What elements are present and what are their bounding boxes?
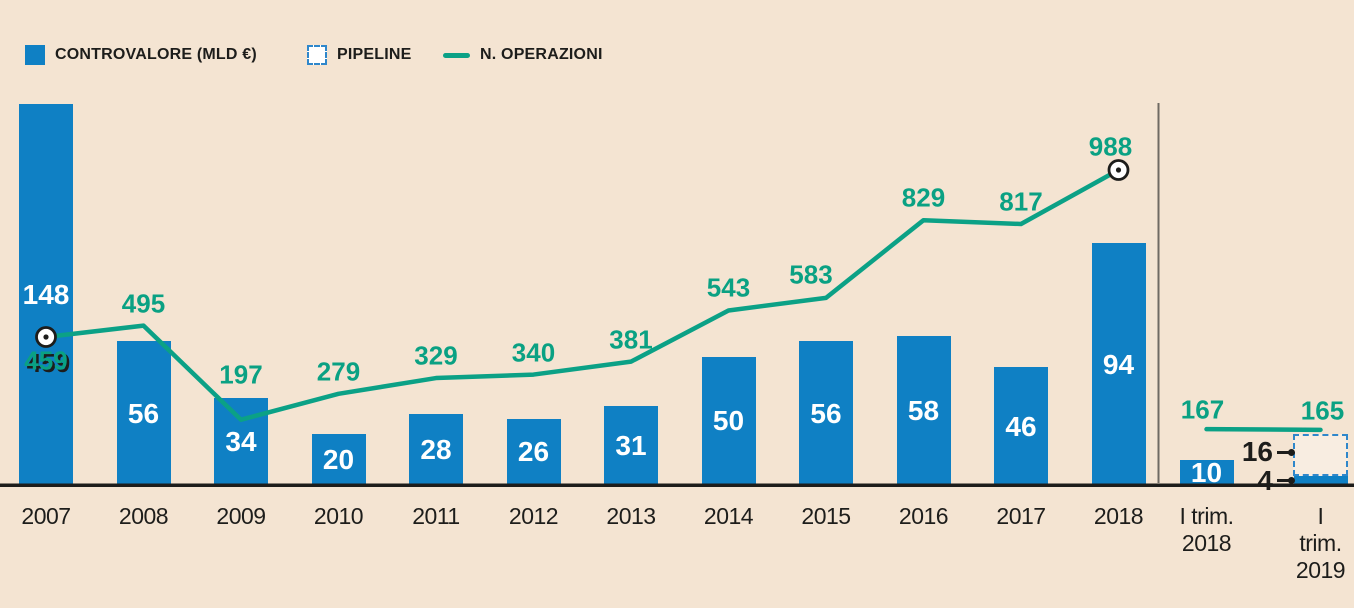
operations-value-label: 167 xyxy=(1180,394,1225,425)
bar-value-label: 94 xyxy=(1102,348,1135,380)
callout-leader-line xyxy=(1277,450,1289,454)
bar-value-label: 50 xyxy=(712,405,745,437)
axis-label-2007: 2007 xyxy=(21,503,71,529)
bar-value-label: 148 xyxy=(22,278,70,310)
axis-label-2008: 2008 xyxy=(118,503,169,529)
bar-2014 xyxy=(701,356,756,486)
operations-value-label: 988 xyxy=(1088,131,1133,162)
x-axis-line xyxy=(0,483,1354,487)
bar-value-label: 20 xyxy=(322,444,355,476)
operations-value-label: 279 xyxy=(316,356,361,387)
bar-value-label: 56 xyxy=(127,397,160,429)
legend-label-operazioni: N. OPERAZIONI xyxy=(480,46,603,63)
axis-label-2016: 2016 xyxy=(898,503,949,529)
bar-value-label: 10 xyxy=(1190,457,1223,489)
callout-leader-line xyxy=(1277,479,1289,483)
operations-line-annual xyxy=(43,167,1121,422)
operations-value-label: 817 xyxy=(999,186,1043,217)
bar-value-label: 56 xyxy=(810,397,842,429)
axis-label-2012: 2012 xyxy=(508,503,559,529)
operations-point-marker-dot xyxy=(1115,167,1122,173)
axis-label-2017: 2017 xyxy=(996,503,1046,529)
bar-2012 xyxy=(506,418,561,486)
legend-item-controvalore: CONTROVALORE (MLD €) xyxy=(25,44,257,66)
operations-value-label: 495 xyxy=(121,288,166,319)
axis-label-I-trim.-2018: I trim. 2018 xyxy=(1179,503,1235,556)
axis-label-I-trim.-2019: I trim. 2019 xyxy=(1295,503,1346,583)
legend-label-pipeline: PIPELINE xyxy=(337,46,412,63)
axis-label-2011: 2011 xyxy=(412,503,460,529)
bar-2018 xyxy=(1091,243,1146,486)
callout-label: 4 xyxy=(1257,464,1273,496)
operations-value-label: 381 xyxy=(609,324,653,355)
axis-label-2018: 2018 xyxy=(1093,503,1144,529)
bar-2010 xyxy=(311,434,366,486)
operations-value-label: 543 xyxy=(706,272,751,303)
operations-value-label: 165 xyxy=(1300,395,1345,426)
operations-value-label: 329 xyxy=(414,340,458,371)
bar-2013 xyxy=(604,405,658,486)
legend-label-controvalore: CONTROVALORE (MLD €) xyxy=(55,46,257,63)
axis-label-2015: 2015 xyxy=(801,503,851,529)
bar-2017 xyxy=(994,367,1048,486)
callout-leader-dot xyxy=(1288,448,1295,456)
bar-2007 xyxy=(19,103,73,486)
operations-value-label: 829 xyxy=(901,182,946,213)
axis-label-2010: 2010 xyxy=(313,503,364,529)
axis-label-2014: 2014 xyxy=(703,503,754,529)
legend-item-pipeline: PIPELINE xyxy=(307,44,412,66)
legend-item-operazioni: N. OPERAZIONI xyxy=(443,44,603,66)
operations-value-label: 340 xyxy=(511,337,556,368)
bar-2016 xyxy=(896,336,951,486)
operations-line-quarterly xyxy=(1204,426,1323,433)
operations-value-label: 197 xyxy=(219,359,263,390)
bar-value-label: 58 xyxy=(907,395,940,427)
pipeline-swatch-icon xyxy=(307,45,327,65)
bar-value-label: 46 xyxy=(1005,410,1037,442)
bar-swatch-icon xyxy=(25,45,45,65)
callout-leader-dot xyxy=(1288,477,1295,485)
bar-I-trim.-2019 xyxy=(1293,475,1348,486)
axis-label-2013: 2013 xyxy=(606,503,656,529)
line-swatch-icon xyxy=(443,52,470,58)
axis-label-2009: 2009 xyxy=(216,503,266,529)
operations-value-label: 459 xyxy=(24,345,68,376)
bar-value-label: 31 xyxy=(615,429,647,461)
bar-2008 xyxy=(116,341,171,486)
bar-2011 xyxy=(409,413,463,486)
pipeline-box xyxy=(1293,434,1348,476)
bar-2015 xyxy=(799,341,853,486)
operations-point-marker-dot xyxy=(43,334,49,340)
callout-label: 16 xyxy=(1241,436,1273,468)
bar-value-label: 34 xyxy=(225,426,257,458)
bar-value-label: 26 xyxy=(517,436,550,468)
bar-value-label: 28 xyxy=(420,433,452,465)
operations-value-label: 583 xyxy=(789,259,833,290)
bar-I-trim.-2018 xyxy=(1179,460,1234,486)
